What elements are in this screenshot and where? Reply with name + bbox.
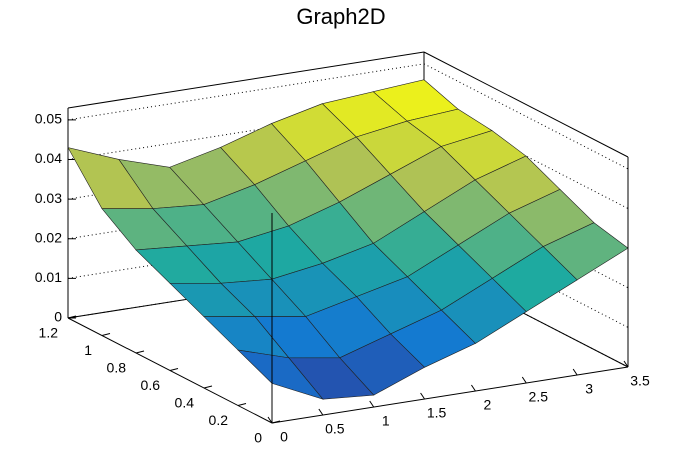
y-tick-label: 0.8	[107, 360, 127, 376]
y-tick-label: 1	[84, 342, 92, 358]
x-tick-label: 2.5	[529, 389, 549, 405]
x-tick	[471, 384, 476, 392]
y-tick-label: 0.2	[209, 412, 229, 428]
z-tick-label: 0.03	[35, 190, 62, 206]
x-tick-label: 0	[280, 429, 288, 445]
x-tick	[572, 368, 578, 376]
y-tick	[271, 420, 281, 424]
x-tick	[623, 360, 629, 368]
y-tick-label: 0.4	[175, 395, 195, 411]
y-tick	[101, 333, 111, 336]
z-tick-label: 0.04	[35, 150, 62, 166]
y-tick	[67, 315, 77, 319]
surface-cell	[237, 349, 324, 400]
y-tick	[237, 403, 247, 406]
y-tick	[169, 368, 179, 371]
x-tick-label: 3	[585, 381, 593, 397]
y-tick-label: 0	[254, 430, 262, 446]
y-tick	[135, 350, 145, 354]
grid-line	[67, 63, 425, 121]
x-tick-label: 1.5	[427, 405, 447, 421]
x-tick	[318, 408, 324, 416]
z-tick-label: 0.01	[35, 269, 62, 285]
chart-title: Graph2D	[296, 4, 385, 29]
y-tick-label: 1.2	[39, 325, 59, 341]
x-tick	[369, 400, 375, 408]
box-edge	[67, 51, 425, 109]
x-tick	[521, 376, 527, 384]
x-tick-label: 0.5	[325, 421, 345, 437]
z-tick-label: 0.02	[35, 229, 62, 245]
box-edge	[423, 51, 629, 158]
x-tick-label: 2	[484, 397, 492, 413]
x-tick-label: 1	[382, 413, 390, 429]
x-axis	[271, 366, 629, 424]
x-tick-label: 3.5	[630, 373, 650, 389]
z-tick-label: 0.05	[35, 111, 62, 127]
y-tick	[203, 385, 213, 389]
z-tick-label: 0	[54, 309, 62, 325]
y-tick-label: 0.6	[141, 377, 161, 393]
x-tick	[267, 416, 273, 424]
x-tick	[420, 392, 425, 400]
